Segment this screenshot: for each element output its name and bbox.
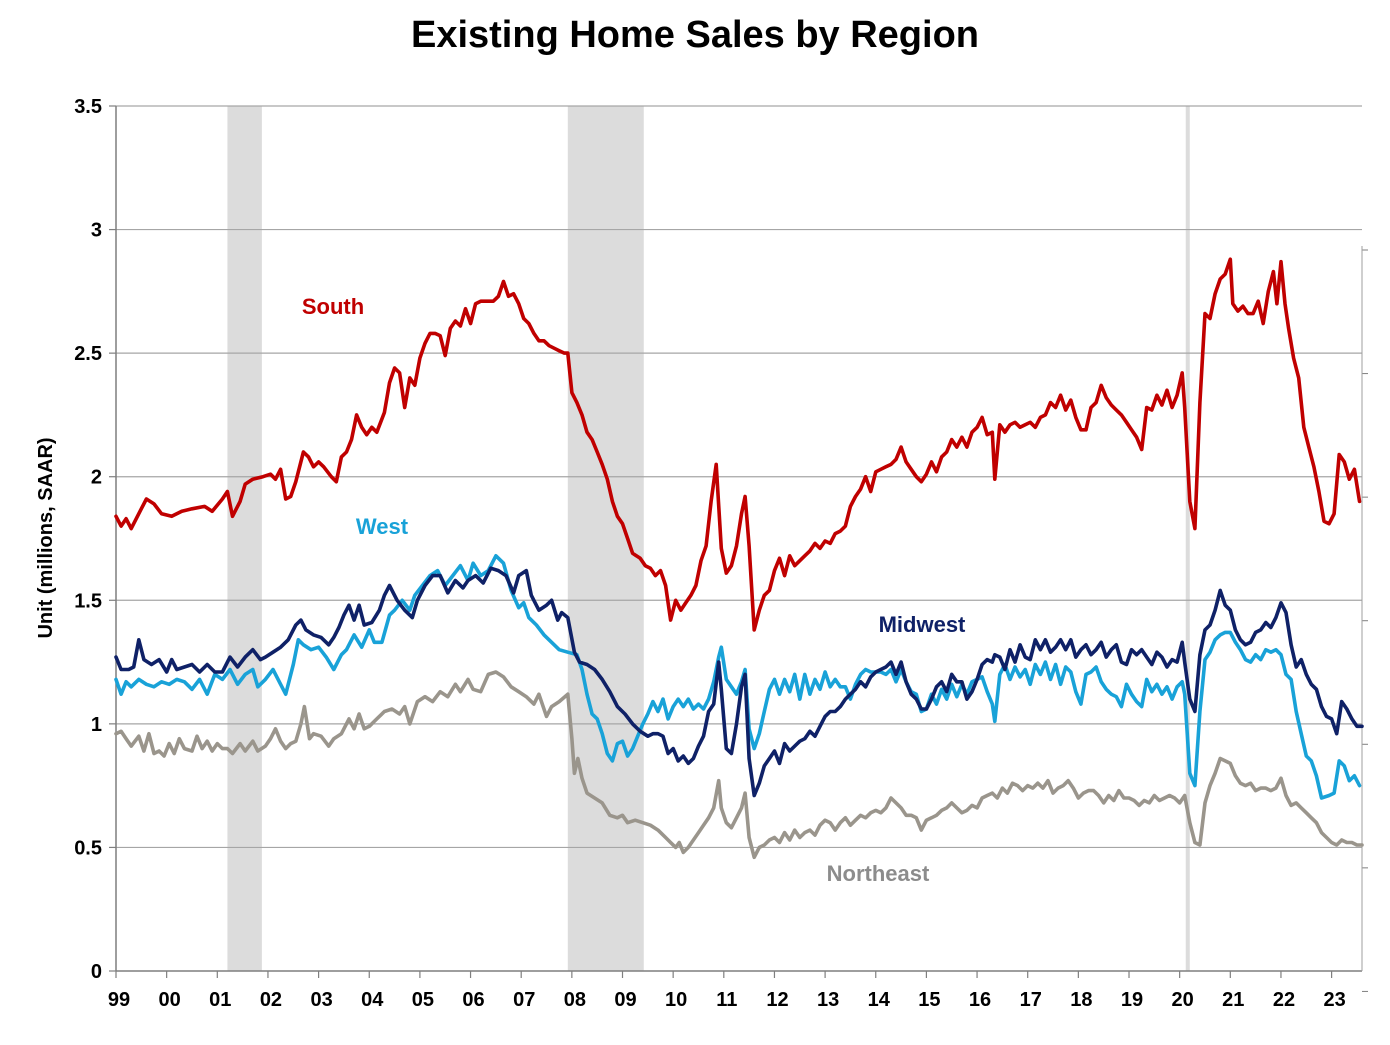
- y-tick-label: 2: [91, 467, 102, 489]
- x-tick-label: 99: [108, 989, 130, 1011]
- x-tick-label: 16: [969, 989, 991, 1011]
- x-tick-label: 20: [1172, 989, 1194, 1011]
- axes: 0 0.5 1 1.5 2 2.5 3 3.5 99 00 01 02 03 04 05 06 07 08 09 10…: [74, 96, 1368, 1011]
- y-tick-label: 3: [91, 220, 102, 242]
- x-tick-label: 05: [412, 989, 434, 1011]
- x-tick-label: 23: [1323, 989, 1345, 1011]
- x-tick-label: 19: [1121, 989, 1143, 1011]
- recession-band-2: [1185, 106, 1190, 971]
- series-line-northeast: [114, 670, 1364, 860]
- x-tick-label: 21: [1222, 989, 1244, 1011]
- gridlines: [116, 105, 1362, 849]
- series-label-midwest: Midwest: [879, 612, 966, 637]
- series-line-west: [114, 554, 1362, 800]
- x-tick-label: 04: [361, 989, 384, 1011]
- x-tick-label: 18: [1070, 989, 1092, 1011]
- x-tick-label: 22: [1273, 989, 1295, 1011]
- x-tick-label: 01: [209, 989, 231, 1011]
- x-tick-label: 06: [462, 989, 484, 1011]
- series-labels: South West Midwest Northeast: [302, 294, 966, 886]
- y-tick-label: 3.5: [74, 96, 102, 118]
- series-lines: [114, 257, 1364, 860]
- x-tick-label: 08: [564, 989, 586, 1011]
- series-label-west: West: [356, 514, 409, 539]
- y-tick-label: 1: [91, 714, 102, 736]
- recession-band-0: [227, 106, 262, 971]
- x-tick-label: 12: [766, 989, 788, 1011]
- y-axis-title: Unit (millions, SAAR): [35, 437, 57, 638]
- y-tick-label: 2.5: [74, 343, 102, 365]
- chart-title: Existing Home Sales by Region: [410, 14, 980, 56]
- x-tick-label: 17: [1020, 989, 1042, 1011]
- y-tick-label: 0.5: [74, 837, 102, 859]
- x-tick-label: 02: [260, 989, 282, 1011]
- x-tick-label: 07: [513, 989, 535, 1011]
- x-tick-label: 11: [716, 989, 737, 1011]
- y-tick-label: 0: [91, 961, 102, 983]
- x-tick-label: 13: [817, 989, 839, 1011]
- x-tick-label: 00: [159, 989, 181, 1011]
- series-label-south: South: [302, 294, 364, 319]
- y-tick-label: 1.5: [74, 590, 102, 612]
- recession-shading: [227, 106, 1190, 971]
- x-tick-label: 15: [918, 989, 940, 1011]
- series-label-northeast: Northeast: [827, 861, 930, 886]
- recession-band-1: [567, 106, 644, 971]
- x-tick-label: 03: [310, 989, 332, 1011]
- series-line-south: [114, 257, 1362, 632]
- x-tick-label: 10: [665, 989, 687, 1011]
- x-tick-label: 14: [868, 989, 891, 1011]
- series-line-midwest: [114, 566, 1364, 798]
- x-tick-label: 09: [614, 989, 636, 1011]
